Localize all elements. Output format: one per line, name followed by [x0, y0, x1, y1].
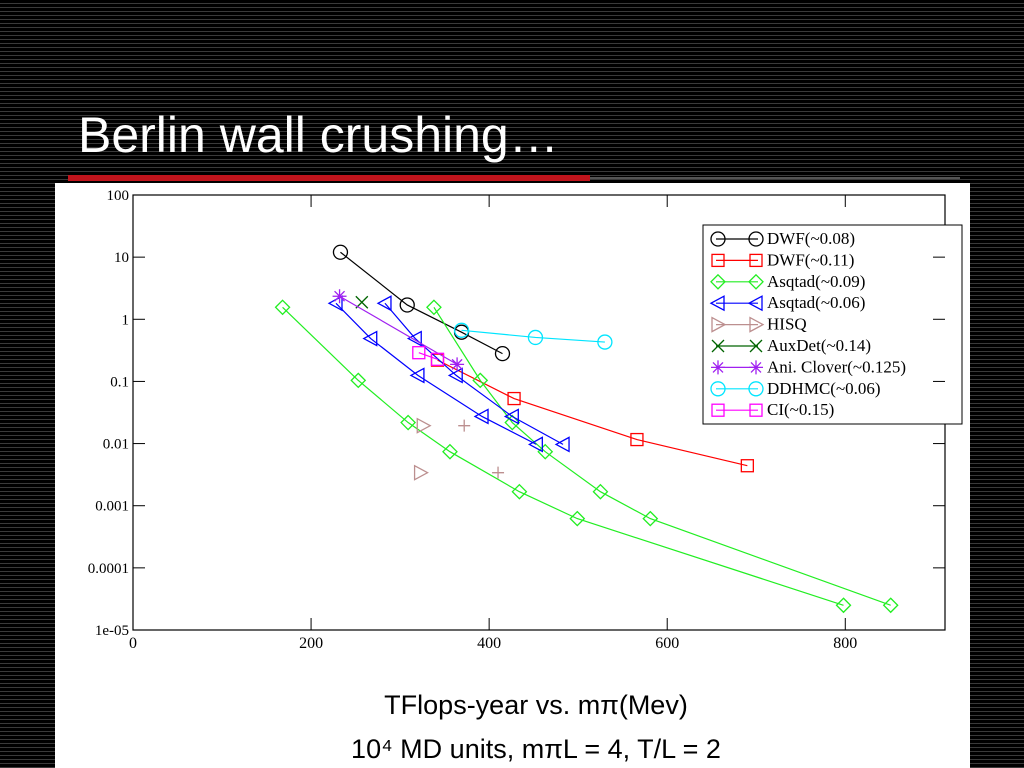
- point: [472, 372, 489, 389]
- legend-marker: [709, 295, 725, 312]
- point: [507, 391, 521, 406]
- legend-marker: [749, 316, 765, 333]
- point: [458, 419, 471, 432]
- point: [554, 436, 570, 453]
- legend-marker: [748, 381, 764, 397]
- point: [882, 597, 899, 614]
- series-line: [437, 359, 748, 467]
- point: [511, 483, 528, 500]
- point: [494, 345, 511, 362]
- legend-label: AuxDet(~0.14): [767, 336, 871, 355]
- point: [504, 414, 521, 431]
- point: [527, 329, 544, 346]
- y-tick-label: 0.1: [110, 374, 129, 390]
- point: [450, 357, 465, 372]
- series-line: [461, 329, 605, 343]
- point: [399, 297, 415, 313]
- point: [442, 443, 458, 460]
- legend-marker: [711, 403, 725, 417]
- point: [376, 295, 392, 312]
- x-tick-label: 400: [477, 635, 501, 652]
- legend-marker: [747, 295, 763, 312]
- point: [413, 464, 429, 481]
- legend-marker: [711, 360, 725, 375]
- point: [332, 244, 349, 260]
- point: [409, 367, 425, 384]
- point: [642, 510, 659, 527]
- y-tick-label: 10: [114, 250, 129, 266]
- series-line: [282, 306, 891, 606]
- point: [492, 466, 505, 479]
- legend-marker: [749, 360, 763, 375]
- x-tick-label: 200: [299, 635, 323, 652]
- legend-label: Asqtad(~0.09): [767, 272, 865, 291]
- series-line: [418, 352, 438, 360]
- legend-label: DDHMC(~0.06): [767, 379, 881, 398]
- legend-marker: [749, 253, 763, 268]
- legend-label: CI(~0.15): [767, 400, 834, 419]
- point: [426, 299, 442, 316]
- point: [740, 459, 754, 473]
- series-line: [340, 251, 503, 355]
- legend-marker: [710, 231, 726, 247]
- point: [630, 432, 644, 447]
- x-tick-label: 0: [129, 635, 137, 652]
- point: [406, 330, 422, 347]
- y-tick-label: 100: [107, 188, 130, 204]
- chart-subtitle: 10⁴ MD units, mπL = 4, T/L = 2: [351, 734, 721, 764]
- point: [332, 289, 347, 304]
- point: [527, 436, 543, 453]
- accent-line: [590, 177, 960, 179]
- legend-marker: [711, 339, 725, 353]
- point: [592, 483, 609, 500]
- point: [473, 408, 489, 425]
- legend-marker: [749, 339, 763, 353]
- point: [835, 597, 852, 614]
- slide-title: Berlin wall crushing…: [78, 107, 559, 163]
- y-tick-label: 0.01: [103, 437, 129, 453]
- point: [412, 346, 426, 360]
- y-tick-label: 1: [122, 312, 130, 328]
- point: [274, 299, 291, 316]
- point: [447, 367, 463, 384]
- legend-marker: [711, 253, 725, 268]
- point: [362, 330, 378, 347]
- accent-bar: [68, 175, 590, 181]
- point: [400, 414, 417, 431]
- point: [503, 408, 519, 425]
- x-axis-label: TFlops-year vs. mπ(Mev): [384, 690, 688, 720]
- legend-marker: [710, 381, 726, 397]
- point: [350, 372, 367, 389]
- y-tick-label: 0.001: [95, 499, 129, 515]
- x-tick-label: 800: [833, 635, 857, 652]
- point: [537, 443, 554, 460]
- y-tick-label: 0.0001: [88, 561, 129, 577]
- legend-marker: [748, 231, 764, 247]
- x-tick-label: 600: [655, 635, 679, 652]
- legend-marker: [748, 273, 764, 290]
- legend-label: Ani. Clover(~0.125): [767, 357, 906, 376]
- legend-marker: [749, 403, 763, 417]
- legend-label: HISQ: [767, 315, 807, 334]
- y-tick-label: 1e-05: [95, 623, 129, 639]
- point: [430, 352, 445, 366]
- point: [569, 510, 586, 527]
- series-line: [335, 302, 564, 445]
- legend-marker: [710, 273, 726, 290]
- legend-label: Asqtad(~0.06): [767, 293, 865, 312]
- legend-marker: [711, 316, 727, 333]
- legend-label: DWF(~0.11): [767, 250, 854, 269]
- point: [416, 417, 432, 434]
- point: [453, 322, 470, 338]
- point: [597, 334, 613, 350]
- legend-label: DWF(~0.08): [767, 229, 855, 248]
